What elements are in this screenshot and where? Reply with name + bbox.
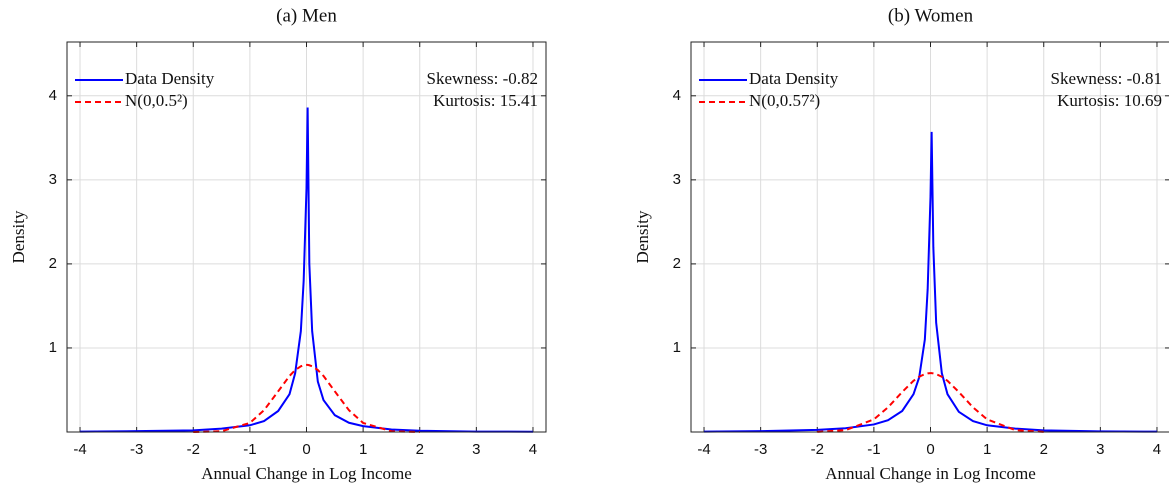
x-tick-label: -2 [187,441,200,458]
legend-label: N(0,0.5²) [125,91,188,110]
y-tick-label: 1 [673,339,681,356]
x-tick-label: 0 [302,441,310,458]
panel-title: (b) Women [888,5,974,26]
annotation: Kurtosis: 10.69 [1057,91,1162,110]
x-tick-label: -3 [754,441,767,458]
x-tick-label: -1 [867,441,880,458]
y-axis-label: Density [633,210,652,263]
x-tick-label: 1 [359,441,367,458]
y-tick-label: 3 [673,171,681,188]
y-tick-label: 3 [49,171,57,188]
series-line [704,131,1157,433]
x-tick-label: -4 [73,441,86,458]
series-line [80,107,533,433]
x-tick-label: 4 [1153,441,1161,458]
x-tick-label: 2 [416,441,424,458]
y-axis-label: Density [9,210,28,263]
y-tick-label: 4 [673,87,681,104]
legend-label: N(0,0.57²) [749,91,820,110]
panel: (b) Women Annual Change in Log Income Dens… [633,5,1169,483]
series-line [817,372,1044,433]
x-axis-label: Annual Change in Log Income [825,464,1036,483]
annotation: Skewness: -0.81 [1051,69,1162,88]
legend-label: Data Density [125,69,215,88]
y-tick-label: 2 [673,255,681,272]
annotation: Skewness: -0.82 [427,69,538,88]
axes-box [690,41,1169,433]
y-tick-label: 2 [49,255,57,272]
x-tick-label: -1 [243,441,256,458]
x-tick-label: 3 [1096,441,1104,458]
annotation: Kurtosis: 15.41 [433,91,538,110]
x-tick-label: -3 [130,441,143,458]
series-line [193,363,420,433]
x-tick-label: -2 [811,441,824,458]
panel: (a) Men Annual Change in Log Income Densit… [9,5,547,483]
axes-box [66,41,547,433]
y-tick-label: 1 [49,339,57,356]
x-tick-label: 2 [1040,441,1048,458]
x-tick-label: 3 [472,441,480,458]
legend-label: Data Density [749,69,839,88]
x-tick-label: 0 [926,441,934,458]
y-tick-label: 4 [49,87,57,104]
x-tick-label: 4 [529,441,537,458]
x-axis-label: Annual Change in Log Income [201,464,412,483]
x-tick-label: -4 [697,441,710,458]
panel-title: (a) Men [276,5,337,26]
x-tick-label: 1 [983,441,991,458]
